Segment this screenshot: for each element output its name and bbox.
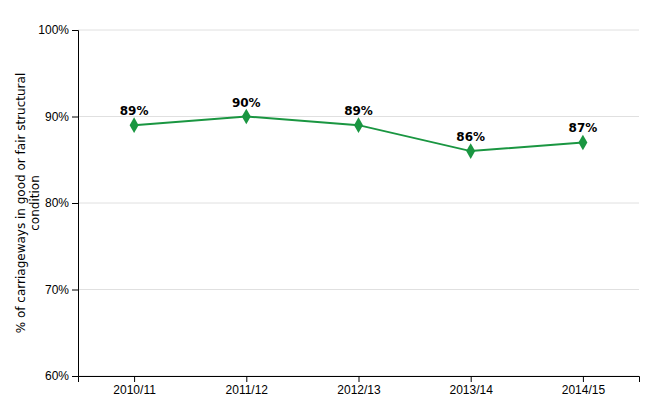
x-tick: 2013/14	[450, 376, 494, 397]
chart: 2010/11 2011/12 2012/13 2013/14 2014/15 60% 70…	[0, 0, 659, 412]
y-tick: 80%	[45, 196, 78, 210]
marker	[130, 117, 139, 133]
x-tick-mark	[583, 376, 584, 382]
plot: 2010/11 2011/12 2012/13 2013/14 2014/15 60% 70…	[38, 23, 639, 396]
y-tick-label: 100%	[38, 23, 69, 37]
data-label: 89%	[120, 104, 149, 118]
y-tick-label: 90%	[45, 110, 69, 124]
x-tick: 2010/11	[113, 376, 156, 397]
x-tick: 2012/13	[337, 376, 381, 397]
data-label: 89%	[344, 104, 373, 118]
grid-line	[78, 203, 639, 204]
y-axis-line	[72, 31, 79, 377]
grid-line	[78, 30, 639, 31]
x-tick: 2011/12	[226, 376, 269, 397]
data-label: 87%	[569, 121, 598, 135]
line	[134, 117, 583, 152]
y-tick-label: 80%	[45, 196, 69, 210]
y-tick-mark	[72, 290, 78, 291]
x-tick-label: 2014/15	[562, 383, 606, 397]
x-axis-line	[79, 377, 640, 383]
y-axis-title: % of carriageways in good or fair struct…	[14, 73, 42, 334]
x-tick-label: 2010/11	[113, 383, 156, 397]
y-axis: 60% 70% 80% 90% 100%	[38, 23, 78, 383]
x-tick-label: 2012/13	[337, 383, 381, 397]
y-tick-label: 70%	[45, 283, 69, 297]
y-tick-label: 60%	[45, 369, 69, 383]
x-tick-mark	[134, 376, 135, 382]
y-tick-mark	[72, 203, 78, 204]
y-tick-mark	[72, 117, 78, 118]
marker	[354, 117, 363, 133]
x-axis: 2010/11 2011/12 2012/13 2013/14 2014/15	[79, 376, 640, 397]
y-tick: 90%	[45, 110, 78, 124]
y-tick: 70%	[45, 283, 78, 297]
y-tick: 100%	[38, 23, 78, 37]
x-tick: 2014/15	[562, 376, 606, 397]
y-tick: 60%	[45, 369, 78, 383]
x-tick-label: 2013/14	[450, 383, 494, 397]
grid-line	[78, 289, 639, 290]
data-label: 86%	[456, 130, 485, 144]
data-labels: 89% 90% 89% 86% 87%	[120, 96, 598, 145]
y-tick-mark	[72, 30, 78, 31]
x-tick-mark	[471, 376, 472, 382]
x-tick-mark	[359, 376, 360, 382]
y-tick-mark	[72, 376, 78, 377]
data-label: 90%	[232, 96, 261, 110]
marker	[242, 109, 251, 125]
x-tick-mark	[246, 376, 247, 382]
grid	[78, 30, 639, 376]
marker	[578, 135, 587, 151]
x-tick-label: 2011/12	[226, 383, 269, 397]
marker	[466, 143, 475, 159]
